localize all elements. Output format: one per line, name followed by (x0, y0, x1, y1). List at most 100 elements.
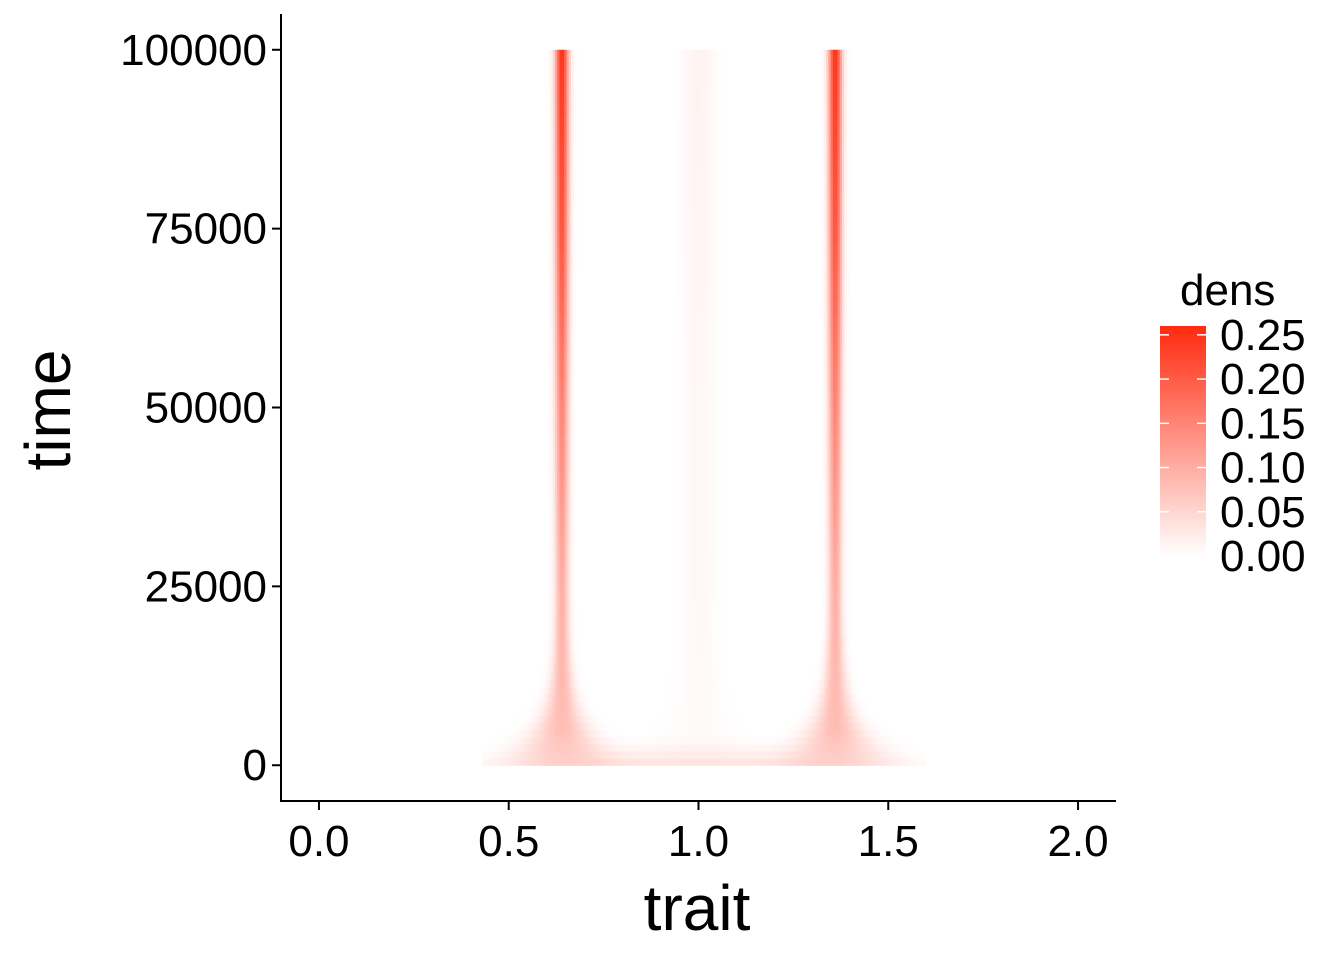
heatmap-tile (835, 607, 839, 616)
heatmap-tile (570, 529, 574, 537)
heatmap-tile (839, 464, 843, 473)
heatmap-tile (844, 386, 848, 394)
heatmap-tile (570, 307, 574, 316)
heatmap-tile (812, 729, 816, 738)
heatmap-tile (782, 736, 786, 745)
heatmap-tile (561, 693, 565, 702)
heatmap-tile (568, 521, 572, 530)
heatmap-tile (832, 693, 836, 702)
heatmap-tile (682, 300, 686, 308)
heatmap-tile (693, 650, 697, 659)
heatmap-tile (680, 450, 684, 459)
heatmap-tile (823, 693, 827, 702)
heatmap-tile (552, 650, 556, 659)
heatmap-tile (516, 750, 520, 759)
heatmap-tile (488, 750, 492, 759)
heatmap-tile (709, 464, 713, 473)
heatmap-tile (684, 307, 688, 316)
heatmap-tile (719, 758, 722, 766)
heatmap-tile (835, 321, 839, 330)
heatmap-tile (541, 729, 545, 738)
heatmap-tile (835, 278, 839, 287)
heatmap-tile (748, 758, 752, 766)
heatmap-tile (714, 271, 718, 280)
heatmap-tile (709, 400, 713, 409)
heatmap-tile (548, 507, 552, 516)
heatmap-tile (691, 464, 695, 473)
heatmap-tile (835, 464, 839, 473)
heatmap-tile (828, 579, 832, 587)
heatmap-tile (675, 715, 679, 723)
heatmap-tile (684, 486, 688, 494)
heatmap-tile (548, 400, 552, 409)
heatmap-tile (698, 386, 702, 394)
heatmap-tile (721, 471, 725, 480)
heatmap-tile (828, 636, 832, 645)
heatmap-tile (696, 386, 700, 394)
heatmap-tile (557, 593, 561, 602)
heatmap-tile (705, 693, 709, 702)
heatmap-tile (564, 393, 568, 401)
heatmap-tile (682, 228, 686, 237)
heatmap-tile (721, 192, 725, 201)
heatmap-tile (698, 665, 702, 673)
heatmap-tile (835, 657, 839, 666)
heatmap-tile (648, 736, 652, 745)
heatmap-tile (561, 665, 565, 673)
heatmap-tile (823, 257, 827, 265)
heatmap-tile (896, 743, 900, 752)
heatmap-tile (675, 285, 679, 294)
heatmap-tile (769, 750, 772, 759)
heatmap-tile (712, 393, 716, 401)
heatmap-tile (823, 529, 827, 537)
heatmap-tile (559, 378, 563, 387)
heatmap-tile (705, 750, 709, 759)
heatmap-tile (823, 679, 827, 688)
heatmap-tile (555, 278, 558, 287)
heatmap-tile (678, 371, 681, 380)
heatmap-tile (780, 736, 784, 745)
heatmap-tile (714, 328, 718, 337)
heatmap-tile (705, 593, 709, 602)
heatmap-tile (719, 686, 722, 695)
heatmap-tile (520, 743, 524, 752)
heatmap-tile (848, 679, 852, 688)
heatmap-tile (780, 743, 784, 752)
heatmap-tile (716, 350, 720, 359)
heatmap-tile (700, 407, 704, 416)
heatmap-tile (691, 514, 695, 523)
heatmap-tile (550, 550, 554, 559)
heatmap-tile (684, 564, 688, 573)
heatmap-tile (582, 750, 586, 759)
heatmap-tile (584, 729, 588, 738)
heatmap-tile (705, 235, 709, 244)
heatmap-tile (532, 736, 536, 745)
heatmap-tile (568, 622, 572, 630)
heatmap-tile (634, 750, 638, 759)
heatmap-tile (712, 657, 716, 666)
heatmap-tile (614, 743, 618, 752)
heatmap-tile (648, 750, 652, 759)
heatmap-tile (821, 636, 825, 645)
heatmap-tile (552, 479, 556, 487)
heatmap-tile (675, 543, 679, 552)
heatmap-tile (794, 743, 798, 752)
heatmap-tile (844, 300, 848, 308)
heatmap-tile (675, 314, 679, 323)
heatmap-tile (703, 600, 706, 609)
heatmap-tile (564, 743, 568, 752)
heatmap-tile (673, 200, 677, 208)
heatmap-tile (675, 493, 679, 502)
heatmap-tile (673, 242, 677, 251)
heatmap-tile (712, 543, 716, 552)
heatmap-tile (841, 643, 845, 652)
heatmap-tile (573, 400, 577, 409)
heatmap-tile (698, 543, 702, 552)
heatmap-tile (550, 586, 554, 595)
heatmap-tile (714, 750, 718, 759)
heatmap-tile (568, 214, 572, 223)
heatmap-tile (684, 614, 688, 623)
heatmap-tile (908, 758, 911, 766)
heatmap-tile (828, 700, 832, 709)
heatmap-tile (557, 321, 561, 330)
